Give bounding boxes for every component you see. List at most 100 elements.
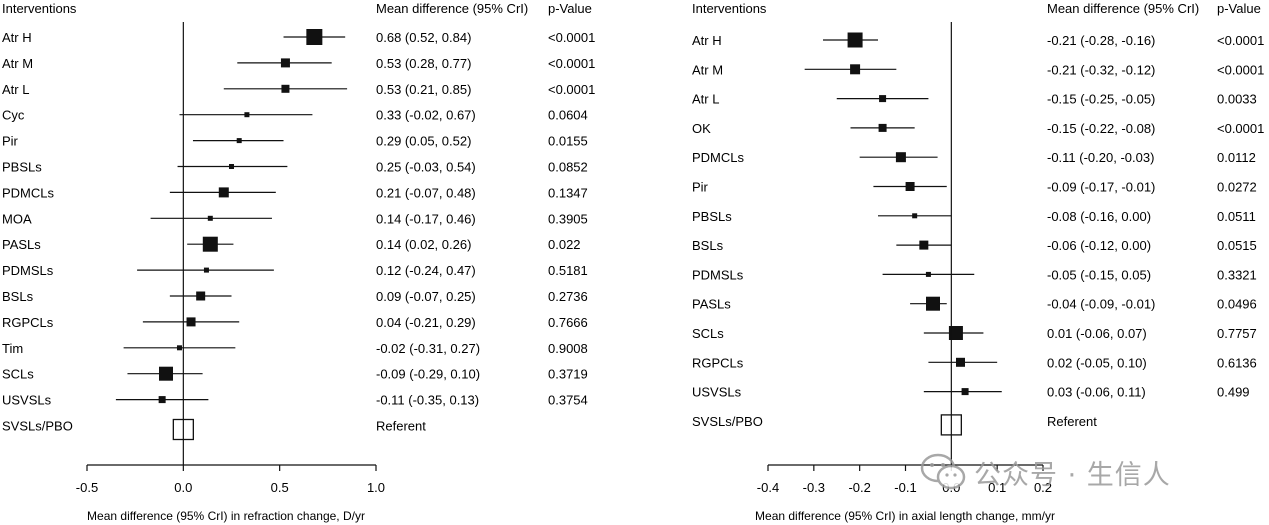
intervention-label: USVSLs bbox=[2, 393, 52, 408]
x-tick-label: -0.5 bbox=[76, 480, 98, 495]
intervention-label: Pir bbox=[692, 180, 709, 195]
intervention-label: BSLs bbox=[2, 289, 34, 304]
point-estimate-marker bbox=[905, 182, 915, 191]
forest-row: SCLs -0.09 (-0.29, 0.10) 0.3719 bbox=[2, 366, 588, 382]
point-estimate-marker bbox=[847, 32, 863, 48]
forest-row: Atr L -0.15 (-0.25, -0.05) 0.0033 bbox=[692, 92, 1257, 107]
intervention-label: PDMSLs bbox=[2, 263, 54, 278]
point-estimate-marker bbox=[218, 187, 229, 198]
p-value-text: 0.022 bbox=[548, 237, 581, 252]
estimate-text: -0.08 (-0.16, 0.00) bbox=[1047, 209, 1151, 224]
intervention-label: PDMSLs bbox=[692, 267, 744, 282]
estimate-text: 0.09 (-0.07, 0.25) bbox=[376, 289, 476, 304]
x-tick-label: -0.1 bbox=[894, 480, 916, 495]
forest-row: Pir 0.29 (0.05, 0.52) 0.0155 bbox=[2, 134, 588, 149]
p-value-text: 0.0852 bbox=[548, 160, 588, 175]
wechat-icon bbox=[920, 453, 966, 490]
watermark-text: 公众号 · 生信人 bbox=[974, 459, 1171, 491]
x-tick-label: -0.4 bbox=[757, 480, 779, 495]
p-value-text: 0.3905 bbox=[548, 211, 588, 226]
point-estimate-marker bbox=[926, 296, 940, 311]
p-value-text: 0.0155 bbox=[548, 134, 588, 149]
forest-rows: Atr H -0.21 (-0.28, -0.16) <0.0001 Atr M -0.… bbox=[692, 32, 1264, 436]
intervention-label: USVSLs bbox=[692, 385, 742, 400]
p-value-text: 0.3321 bbox=[1217, 267, 1257, 282]
estimate-text: 0.14 (0.02, 0.26) bbox=[376, 237, 471, 252]
intervention-label: Atr M bbox=[2, 56, 33, 71]
point-estimate-marker bbox=[281, 84, 290, 93]
forest-row: PASLs 0.14 (0.02, 0.26) 0.022 bbox=[2, 236, 581, 252]
p-value-text: 0.1347 bbox=[548, 185, 588, 200]
estimate-text: 0.29 (0.05, 0.52) bbox=[376, 134, 471, 149]
p-value-text: 0.0272 bbox=[1217, 180, 1257, 195]
point-estimate-marker bbox=[158, 396, 166, 404]
estimate-text: 0.14 (-0.17, 0.46) bbox=[376, 211, 476, 226]
estimate-text: -0.15 (-0.25, -0.05) bbox=[1047, 92, 1155, 107]
x-tick-label: 0.0 bbox=[174, 480, 192, 495]
intervention-label: PBSLs bbox=[2, 160, 42, 175]
p-value-text: 0.3719 bbox=[548, 367, 588, 382]
forest-row: SVSLs/PBO Referent bbox=[2, 419, 426, 441]
intervention-label: SVSLs/PBO bbox=[2, 419, 73, 434]
forest-row: Atr H -0.21 (-0.28, -0.16) <0.0001 bbox=[692, 32, 1264, 48]
estimate-text: -0.11 (-0.20, -0.03) bbox=[1047, 150, 1154, 165]
p-value-text: 0.499 bbox=[1217, 385, 1250, 400]
intervention-label: Tim bbox=[2, 341, 23, 356]
estimate-text: 0.03 (-0.06, 0.11) bbox=[1047, 385, 1146, 400]
estimate-text: 0.02 (-0.05, 0.10) bbox=[1047, 355, 1147, 370]
intervention-label: Atr H bbox=[2, 30, 32, 45]
interventions-header: Interventions bbox=[692, 1, 767, 16]
forest-rows: Atr H 0.68 (0.52, 0.84) <0.0001 Atr M 0.53 (… bbox=[2, 29, 595, 441]
point-estimate-marker bbox=[236, 138, 242, 144]
p-value-text: <0.0001 bbox=[548, 30, 595, 45]
forest-row: RGPCLs 0.04 (-0.21, 0.29) 0.7666 bbox=[2, 315, 588, 330]
forest-row: PASLs -0.04 (-0.09, -0.01) 0.0496 bbox=[692, 296, 1257, 312]
forest-row: PDMCLs 0.21 (-0.07, 0.48) 0.1347 bbox=[2, 185, 588, 200]
intervention-label: PASLs bbox=[2, 237, 41, 252]
intervention-label: BSLs bbox=[692, 238, 724, 253]
intervention-label: Atr H bbox=[692, 33, 722, 48]
forest-row: OK -0.15 (-0.22, -0.08) <0.0001 bbox=[692, 121, 1264, 136]
estimate-text: 0.68 (0.52, 0.84) bbox=[376, 30, 471, 45]
forest-row: SVSLs/PBO Referent bbox=[692, 414, 1097, 436]
refraction-forest-panel: Interventions Mean difference (95% CrI) … bbox=[2, 1, 595, 523]
x-tick-label: -0.2 bbox=[848, 480, 870, 495]
point-estimate-marker bbox=[158, 366, 173, 381]
estimate-text: 0.53 (0.21, 0.85) bbox=[376, 82, 471, 97]
x-axis: -0.5 0.0 0.5 1.0 bbox=[76, 22, 385, 495]
point-estimate-marker bbox=[280, 58, 290, 68]
p-value-text: <0.0001 bbox=[1217, 121, 1264, 136]
point-estimate-marker bbox=[925, 271, 931, 277]
p-value-text: 0.3754 bbox=[548, 393, 588, 408]
intervention-label: RGPCLs bbox=[2, 315, 54, 330]
forest-row: Pir -0.09 (-0.17, -0.01) 0.0272 bbox=[692, 180, 1257, 195]
forest-row: Tim -0.02 (-0.31, 0.27) 0.9008 bbox=[2, 341, 588, 356]
p-value-text: 0.6136 bbox=[1217, 355, 1257, 370]
point-estimate-marker bbox=[961, 388, 969, 396]
forest-row: BSLs 0.09 (-0.07, 0.25) 0.2736 bbox=[2, 289, 588, 304]
point-estimate-marker bbox=[912, 213, 918, 219]
p-value-text: 0.2736 bbox=[548, 289, 588, 304]
p-value-text: 0.0033 bbox=[1217, 92, 1257, 107]
forest-row: PBSLs 0.25 (-0.03, 0.54) 0.0852 bbox=[2, 160, 588, 175]
intervention-label: MOA bbox=[2, 211, 32, 226]
forest-row: SCLs 0.01 (-0.06, 0.07) 0.7757 bbox=[692, 326, 1257, 341]
forest-row: PDMSLs 0.12 (-0.24, 0.47) 0.5181 bbox=[2, 263, 588, 278]
intervention-label: RGPCLs bbox=[692, 355, 744, 370]
p-value-text: <0.0001 bbox=[1217, 33, 1264, 48]
forest-row: Atr H 0.68 (0.52, 0.84) <0.0001 bbox=[2, 29, 595, 45]
estimate-text: -0.09 (-0.29, 0.10) bbox=[376, 367, 480, 382]
p-value-text: 0.0511 bbox=[1217, 209, 1256, 224]
point-estimate-marker bbox=[186, 317, 196, 327]
point-estimate-marker bbox=[207, 215, 213, 221]
intervention-label: SCLs bbox=[2, 367, 34, 382]
estimate-text: 0.12 (-0.24, 0.47) bbox=[376, 263, 476, 278]
point-estimate-marker bbox=[878, 123, 887, 132]
x-tick-label: 0.2 bbox=[1034, 480, 1052, 495]
intervention-label: PASLs bbox=[692, 297, 731, 312]
intervention-label: PDMCLs bbox=[692, 150, 745, 165]
p-value-text: <0.0001 bbox=[548, 82, 595, 97]
forest-row: PDMCLs -0.11 (-0.20, -0.03) 0.0112 bbox=[692, 150, 1256, 165]
estimate-text: Referent bbox=[1047, 414, 1097, 429]
